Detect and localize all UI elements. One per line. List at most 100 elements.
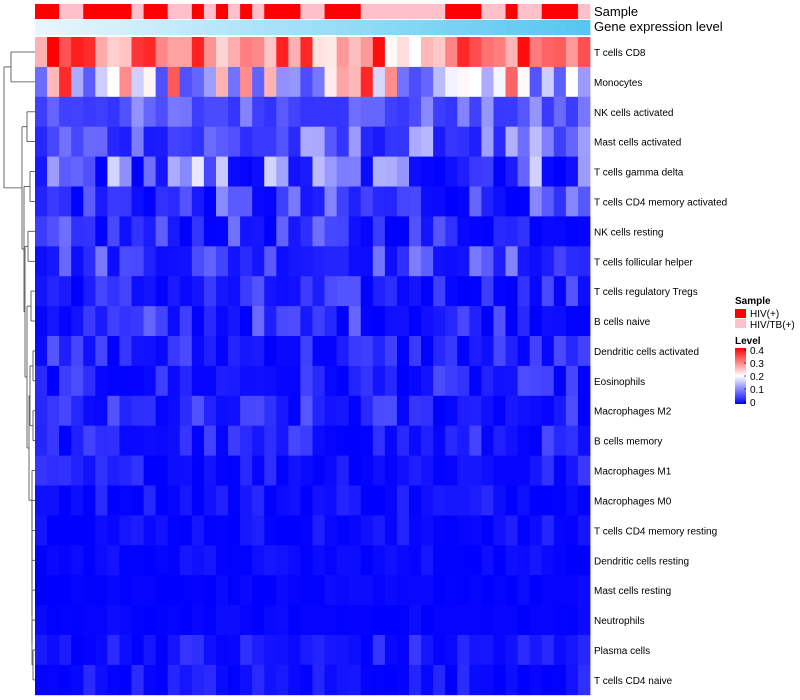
heatmap-cell [47,336,60,367]
heatmap-cell [409,246,422,277]
heatmap-cell [59,575,72,606]
heatmap-cell [565,246,579,277]
heatmap-cell [384,485,398,516]
heatmap-cell [517,365,531,397]
heatmap-cell [312,276,325,307]
heatmap-cell [505,126,519,157]
heatmap-cell [360,246,374,277]
heatmap-cell [433,635,446,666]
heatmap-cell [71,156,84,187]
heatmap-cell [360,635,374,666]
heatmap-cell [577,186,591,217]
heatmap-cell [577,455,591,486]
heatmap-cell [300,664,313,696]
heatmap-cell [312,515,325,546]
heatmap-cell [288,664,301,696]
heatmap-cell [143,66,157,98]
heatmap-cell [228,395,241,427]
heatmap-cell [155,156,169,187]
heatmap-cell [143,515,157,546]
heatmap-cell [421,664,434,696]
heatmap-cell [517,37,531,68]
heatmap-cell [119,485,132,516]
heatmap-cell [469,425,482,456]
expression-cell [288,20,301,35]
heatmap-cell [384,515,398,546]
heatmap-cell [577,246,591,277]
heatmap-cell [481,605,494,636]
heatmap-cell [240,306,253,337]
legend-tick-label: 0 [750,398,756,409]
heatmap-cell [457,216,470,247]
heatmap-cell [264,276,277,307]
heatmap-cell [409,515,422,546]
heatmap-cell [457,336,470,367]
heatmap-cell [252,37,265,68]
heatmap-cell [167,276,181,307]
heatmap-cell [228,455,241,486]
heatmap-cell [276,545,289,576]
expression-cell [59,20,72,35]
sample-cell [529,4,543,19]
heatmap-cell [264,306,277,337]
heatmap-cell [481,545,494,576]
heatmap-cell [119,635,132,666]
heatmap-cell [276,455,289,486]
heatmap-cell [155,664,169,696]
heatmap-cell [288,186,301,217]
heatmap-cell [95,365,108,397]
heatmap-cell [47,635,60,666]
heatmap-cell [457,395,470,427]
heatmap-cell [215,575,229,606]
heatmap-cell [505,635,519,666]
heatmap-cell [384,605,398,636]
heatmap-cell [348,515,362,546]
heatmap-cell [71,455,84,486]
heatmap-cell [529,37,543,68]
heatmap-cell [384,37,398,68]
heatmap-cell [433,66,446,98]
heatmap-cell [433,515,446,546]
heatmap-cell [191,515,205,546]
heatmap-cell [59,306,72,337]
heatmap-cell [360,66,374,98]
heatmap-cell [179,395,193,427]
heatmap-cell [107,485,120,516]
heatmap-cell [167,186,181,217]
heatmap-cell [433,246,446,277]
row-label: Dendritic cells activated [594,347,699,358]
heatmap-cell [565,395,579,427]
sample-cell [47,4,60,19]
heatmap-cell [252,365,265,397]
heatmap-cell [433,425,446,456]
heatmap-cell [529,156,543,187]
sample-cell [276,4,289,19]
heatmap-cell [372,365,386,397]
row-label: Macrophages M2 [594,407,672,418]
heatmap-cell [396,395,410,427]
heatmap-cell [396,365,410,397]
heatmap-cell [481,515,494,546]
heatmap-cell [167,575,181,606]
heatmap-cell [312,66,325,98]
heatmap-cell [312,395,325,427]
heatmap-cell [179,605,193,636]
heatmap-cell [300,156,313,187]
heatmap-cell [143,605,157,636]
heatmap-cell [95,186,108,217]
heatmap-cell [71,425,84,456]
heatmap-cell [384,96,398,128]
heatmap-cell [215,395,229,427]
heatmap-cell [553,186,567,217]
heatmap-cell [336,66,350,98]
heatmap-cell [191,455,205,486]
heatmap-cell [348,664,362,696]
heatmap-cell [505,395,519,427]
heatmap-cell [360,126,374,157]
heatmap-cell [505,246,519,277]
heatmap-cell [505,605,519,636]
heatmap-cell [71,96,84,128]
heatmap-cell [396,635,410,666]
heatmap-cell [252,664,265,696]
heatmap-cell [529,664,543,696]
